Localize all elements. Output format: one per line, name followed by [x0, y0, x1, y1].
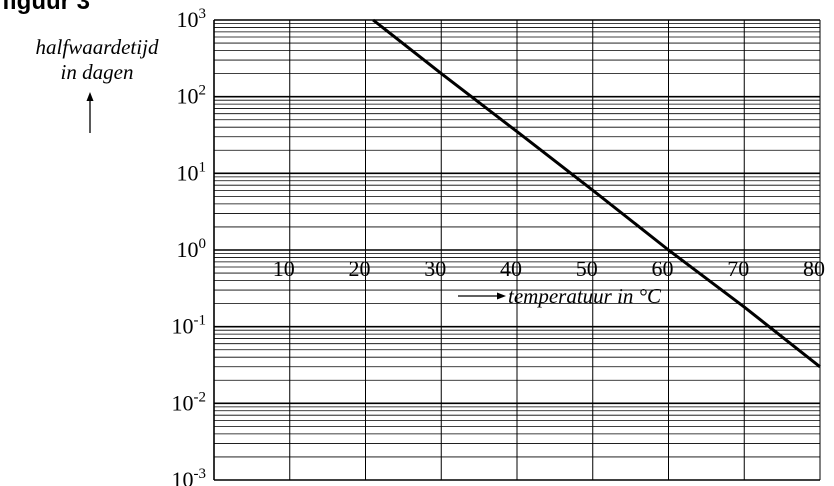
x-tick-label: 80 — [803, 256, 825, 281]
x-tick-label: 40 — [500, 256, 522, 281]
x-tick-label: 50 — [576, 256, 598, 281]
data-series — [372, 18, 821, 368]
y-tick-label: 103 — [177, 6, 207, 32]
x-tick-labels: 10 20 30 40 50 60 70 80 — [273, 256, 825, 281]
y-tick-label: 101 — [177, 159, 207, 185]
y-tick-label: 10-3 — [172, 466, 207, 486]
x-axis-arrow — [458, 292, 506, 300]
x-tick-label: 70 — [727, 256, 749, 281]
y-axis-label-line2: in dagen — [61, 60, 134, 84]
chart-grid — [214, 19, 821, 481]
y-tick-labels: 103 102 101 100 10-1 10-2 10-3 — [172, 6, 207, 486]
x-tick-label: 60 — [652, 256, 674, 281]
x-tick-label: 10 — [273, 256, 295, 281]
x-axis-label: temperatuur in °C — [508, 284, 662, 308]
y-axis-label-line1: halfwaardetijd — [36, 35, 159, 59]
series-line — [372, 18, 821, 368]
y-tick-label: 102 — [177, 83, 207, 109]
x-tick-label: 20 — [349, 256, 371, 281]
y-tick-label: 100 — [177, 236, 207, 262]
y-tick-label: 10-2 — [172, 389, 207, 415]
figure-label: figuur 3 — [2, 0, 90, 15]
y-tick-label: 10-1 — [172, 313, 207, 339]
x-tick-label: 30 — [424, 256, 446, 281]
y-axis-arrow — [86, 92, 94, 133]
